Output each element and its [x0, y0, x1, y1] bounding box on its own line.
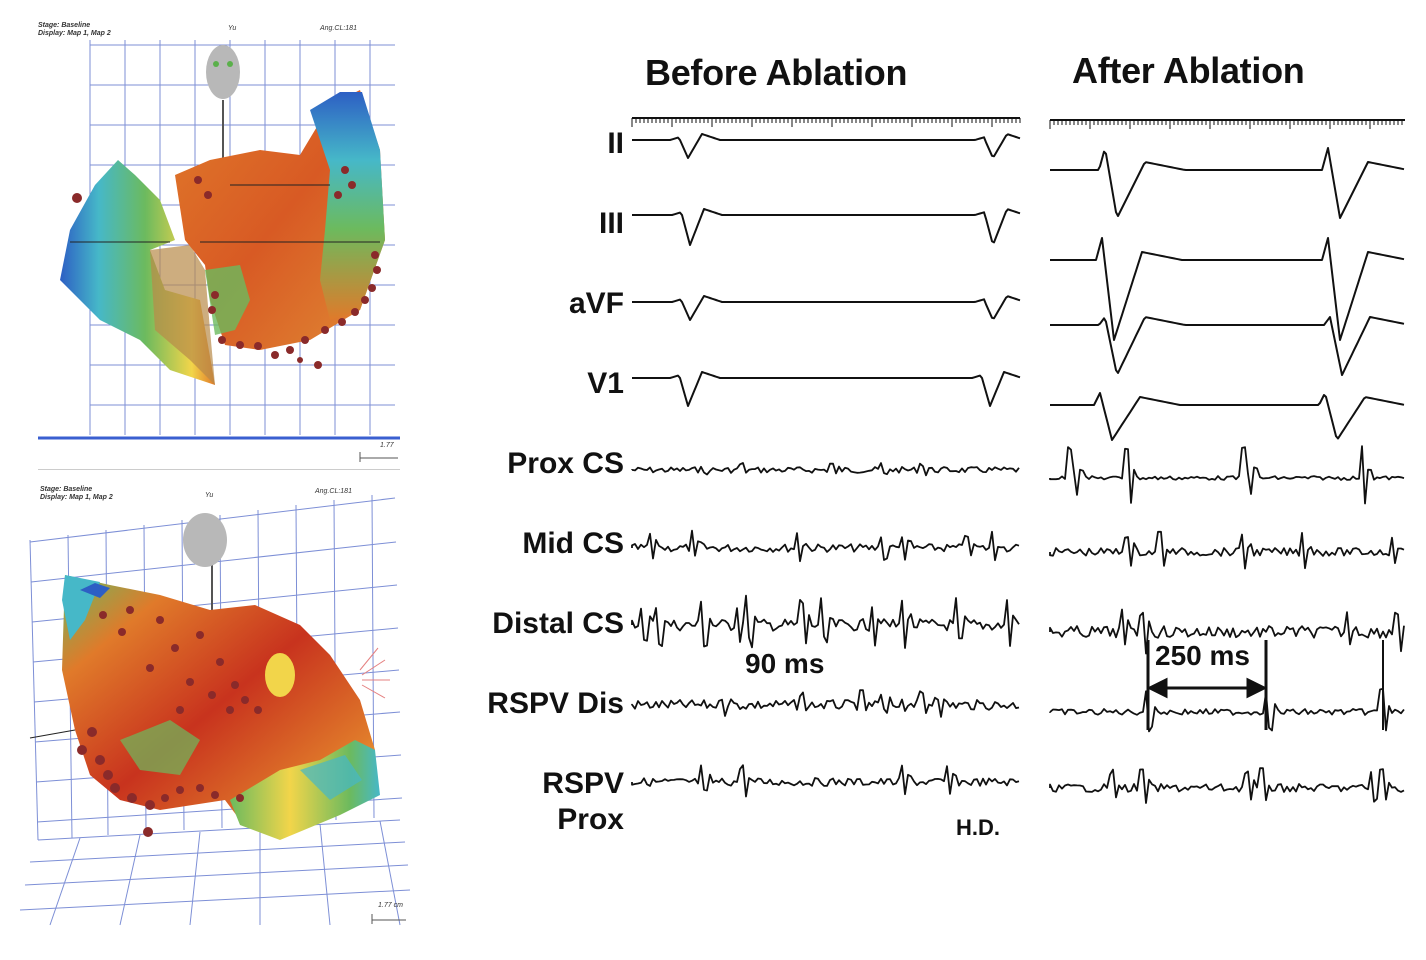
map-bottom-header-line2: Display: Map 1, Map 2: [40, 494, 113, 501]
lead-label-ii: II: [607, 127, 624, 160]
map-top-svg: [38, 40, 400, 470]
time-rulers: [631, 117, 1405, 129]
lead-label-mid-cs: Mid CS: [522, 527, 624, 560]
lead-label-prox-cs: Prox CS: [507, 447, 624, 480]
lead-label-iii: III: [598, 207, 624, 240]
trace-before-rspv-dis: [631, 689, 1020, 718]
trace-before-iii: [632, 208, 1021, 246]
map-top-center-mark: Yu: [228, 25, 237, 32]
map-bottom-right-mark: Ang.CL:181: [315, 488, 352, 495]
lead-label-v1: V1: [587, 367, 624, 400]
author-initials: H.D.: [956, 815, 1000, 840]
map-bottom-scale-label: 1.77 cm: [378, 902, 403, 909]
lead-label-rspv-prox: RSPV Prox: [542, 767, 624, 836]
map-bottom-header: Stage: Baseline Display: Map 1, Map 2: [40, 486, 113, 502]
trace-after-avf: [1050, 316, 1405, 376]
scale-bar-top: [359, 452, 398, 462]
map-bottom-center-mark: Yu: [205, 492, 214, 499]
lead-label-distal-cs: Distal CS: [492, 607, 624, 640]
activation-map-bottom: [62, 575, 380, 840]
map-top-header-line1: Stage: Baseline: [38, 22, 91, 29]
scale-bar-bottom: [371, 914, 406, 924]
trace-after-iii: [1050, 237, 1405, 341]
trace-before-mid-cs: [631, 529, 1020, 563]
lead-labels: II III aVF V1 Prox CS Mid CS Distal CS R…: [440, 0, 624, 960]
trace-after-rspv-dis: [1049, 687, 1405, 733]
trace-before-prox-cs: [631, 462, 1020, 477]
trace-before-avf: [632, 295, 1021, 321]
map-top-right-mark: Ang.CL:181: [320, 25, 357, 32]
trace-group: [631, 133, 1405, 804]
map-bottom-header-line1: Stage: Baseline: [40, 486, 93, 493]
interval-label-before: 90 ms: [745, 648, 825, 679]
map-bottom-svg: [19, 494, 411, 926]
trace-after-rspv-prox: [1049, 767, 1405, 804]
trace-before-distal-cs: [631, 594, 1020, 649]
trace-before-rspv-prox: [631, 764, 1020, 798]
map-top-scale-label: 1.77: [380, 442, 394, 449]
lead-label-avf: aVF: [568, 287, 624, 320]
trace-after-mid-cs: [1049, 530, 1405, 570]
ablation-points-bottom: [77, 606, 262, 837]
heading-after-ablation: After Ablation: [1072, 50, 1305, 91]
trace-before-ii: [632, 133, 1021, 159]
trace-after-ii: [1050, 147, 1405, 219]
map-top-header-line2: Display: Map 1, Map 2: [38, 30, 111, 37]
map-bottom-panel: Stage: Baseline Display: Map 1, Map 2 Yu…: [0, 470, 420, 940]
catheter-rays: [359, 647, 390, 699]
lead-label-rspv-dis: RSPV Dis: [487, 687, 624, 720]
activation-map-top: [60, 90, 385, 385]
trace-before-v1: [632, 371, 1021, 407]
trace-after-prox-cs: [1049, 445, 1405, 505]
interval-label-after: 250 ms: [1155, 640, 1250, 671]
trace-after-distal-cs: [1049, 608, 1405, 655]
head-orientation-icon: [206, 45, 240, 175]
ablation-points-top: [72, 166, 381, 369]
heading-before-ablation: Before Ablation: [645, 52, 908, 93]
trace-after-v1: [1050, 392, 1405, 441]
map-top-header: Stage: Baseline Display: Map 1, Map 2: [38, 22, 111, 38]
interval-arrow: [1146, 640, 1268, 730]
map-top-panel: Stage: Baseline Display: Map 1, Map 2 Yu…: [0, 0, 420, 470]
